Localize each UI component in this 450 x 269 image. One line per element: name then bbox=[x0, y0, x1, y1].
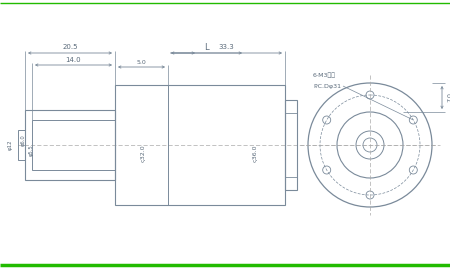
Bar bbox=[18, 130, 25, 160]
Text: ς32.0: ς32.0 bbox=[140, 144, 145, 162]
Text: φ12: φ12 bbox=[8, 140, 13, 150]
Text: 14.0: 14.0 bbox=[66, 57, 81, 63]
Text: L: L bbox=[204, 43, 209, 51]
Text: 20.5: 20.5 bbox=[62, 44, 78, 50]
Text: 7.0: 7.0 bbox=[447, 93, 450, 102]
Text: 33.3: 33.3 bbox=[219, 44, 234, 50]
Bar bbox=[32, 120, 115, 170]
Bar bbox=[25, 110, 115, 180]
Text: P.C.Dφ31: P.C.Dφ31 bbox=[313, 84, 341, 89]
Bar bbox=[285, 100, 297, 190]
Text: 6-M3均布: 6-M3均布 bbox=[313, 72, 336, 78]
Bar bbox=[115, 85, 285, 205]
Text: 5.0: 5.0 bbox=[137, 59, 146, 65]
Text: φ6.0: φ6.0 bbox=[21, 134, 26, 146]
Text: φ5.5: φ5.5 bbox=[28, 144, 33, 156]
Text: ς36.0: ς36.0 bbox=[252, 144, 257, 162]
